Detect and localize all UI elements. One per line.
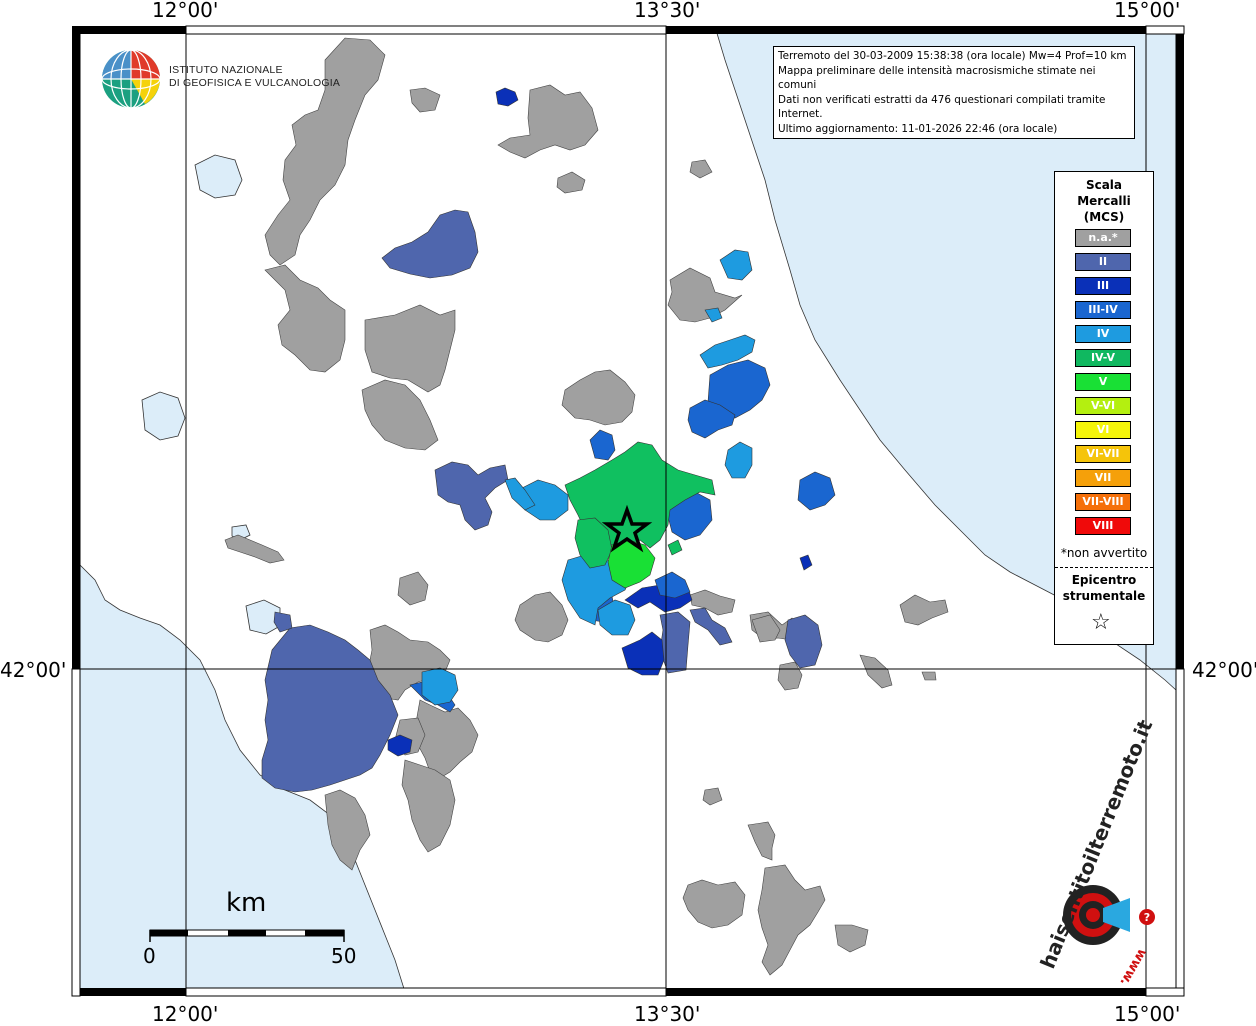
top-lon-label-2: 13°30' bbox=[634, 0, 701, 22]
scale-min-label: 0 bbox=[143, 944, 156, 968]
legend-swatch-6: V bbox=[1075, 373, 1131, 391]
legend-separator bbox=[1055, 567, 1153, 568]
event-info-box: Terremoto del 30-03-2009 15:38:38 (ora l… bbox=[773, 46, 1135, 139]
legend-title: Scala Mercalli (MCS) bbox=[1055, 177, 1153, 225]
info-line-4: Ultimo aggiornamento: 11-01-2026 22:46 (… bbox=[778, 122, 1058, 135]
scale-max-label: 50 bbox=[331, 944, 357, 968]
legend-epicenter-label: Epicentro strumentale bbox=[1055, 572, 1153, 604]
legend-swatch-7: V-VI bbox=[1075, 397, 1131, 415]
legend-title-2: Mercalli bbox=[1077, 194, 1131, 208]
legend-swatch-3: III-IV bbox=[1075, 301, 1131, 319]
left-lat-label: 42°00' bbox=[0, 658, 67, 682]
legend-swatch-10: VII bbox=[1075, 469, 1131, 487]
bottom-lon-label-1: 12°00' bbox=[152, 1002, 219, 1026]
svg-text:?: ? bbox=[1144, 911, 1150, 924]
legend-swatch-0: n.a.* bbox=[1075, 229, 1131, 247]
legend-note: *non avvertito bbox=[1060, 546, 1148, 560]
right-lat-label: 42°00' bbox=[1192, 658, 1256, 682]
legend-title-3: (MCS) bbox=[1083, 210, 1125, 224]
top-lon-label-1: 12°00' bbox=[152, 0, 219, 22]
epicenter-star-icon: ☆ bbox=[1091, 610, 1111, 635]
ingv-logo bbox=[101, 49, 161, 109]
info-line-2: Mappa preliminare delle intensità macros… bbox=[778, 64, 1096, 92]
legend-title-1: Scala bbox=[1085, 178, 1123, 192]
ingv-line-2: DI GEOFISICA E VULCANOLOGIA bbox=[169, 77, 341, 89]
legend-swatch-12: VIII bbox=[1075, 517, 1131, 535]
legend-swatch-5: IV-V bbox=[1075, 349, 1131, 367]
ingv-line-1: ISTITUTO NAZIONALE bbox=[169, 64, 283, 76]
lake-bolsena bbox=[141, 391, 186, 441]
ingv-name: ISTITUTO NAZIONALE DI GEOFISICA E VULCAN… bbox=[169, 64, 340, 90]
top-lon-label-3: 15°00' bbox=[1114, 0, 1181, 22]
legend-epi-line-2: strumentale bbox=[1062, 589, 1146, 603]
info-line-3: Dati non verificati estratti da 476 ques… bbox=[778, 93, 1106, 121]
epicenter-star bbox=[601, 504, 653, 553]
bottom-lon-label-3: 15°00' bbox=[1114, 1002, 1181, 1026]
scale-unit-label: km bbox=[226, 888, 267, 918]
legend-swatch-4: IV bbox=[1075, 325, 1131, 343]
legend-swatch-9: VI-VII bbox=[1075, 445, 1131, 463]
legend-swatch-2: III bbox=[1075, 277, 1131, 295]
legend-swatch-1: II bbox=[1075, 253, 1131, 271]
lake-trasimeno bbox=[194, 154, 243, 199]
scale-bar bbox=[149, 929, 345, 942]
mcs-legend: Scala Mercalli (MCS) n.a.* II III III-IV IV I… bbox=[1054, 171, 1154, 645]
legend-swatch-8: VI bbox=[1075, 421, 1131, 439]
legend-swatch-11: VII-VIII bbox=[1075, 493, 1131, 511]
legend-epi-line-1: Epicentro bbox=[1071, 573, 1137, 587]
info-line-1: Terremoto del 30-03-2009 15:38:38 (ora l… bbox=[778, 50, 1127, 62]
bottom-lon-label-2: 13°30' bbox=[634, 1002, 701, 1026]
